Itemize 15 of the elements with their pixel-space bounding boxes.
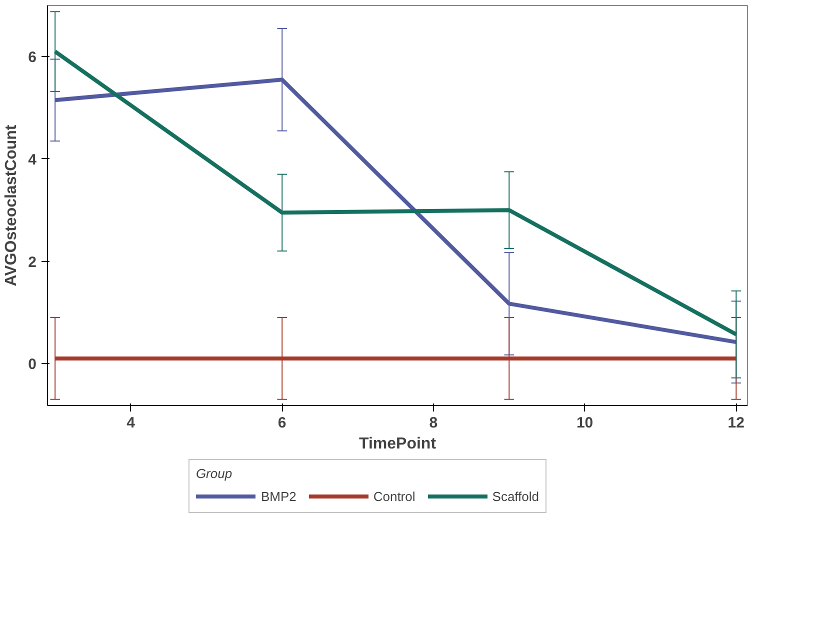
legend-label: Scaffold: [492, 488, 540, 504]
y-tick-label: 6: [28, 49, 36, 66]
y-axis-title: AVGOsteoclastCount: [3, 124, 20, 286]
y-tick-label: 4: [28, 151, 38, 168]
y-tick-label: 0: [28, 356, 36, 374]
legend-label: Control: [373, 488, 416, 504]
x-tick-label: 10: [576, 414, 594, 432]
legend-title: Group: [196, 466, 234, 481]
x-tick-label: 6: [278, 414, 286, 432]
x-tick-label: 8: [429, 414, 438, 432]
x-tick-label: 4: [126, 414, 136, 432]
x-axis-title: TimePoint: [358, 436, 437, 452]
y-tick-label: 2: [28, 254, 36, 271]
x-tick-label: 12: [728, 414, 744, 432]
legend-label: BMP2: [260, 488, 296, 504]
